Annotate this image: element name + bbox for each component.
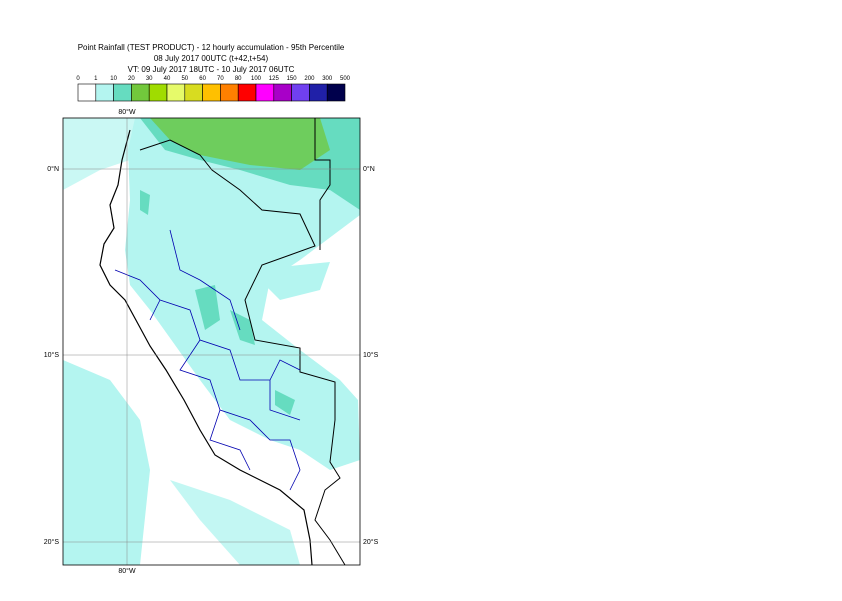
colorbar-label: 30 — [146, 76, 153, 82]
map-area — [63, 118, 360, 565]
colorbar-label: 40 — [164, 76, 171, 82]
region-border — [114, 229, 301, 491]
colorbar-swatch — [255, 83, 275, 102]
colorbar-swatch — [291, 83, 310, 102]
colorbar-swatch — [77, 83, 97, 102]
colorbar-label: 50 — [181, 76, 188, 82]
rain-light — [63, 118, 135, 190]
rain-moderate — [140, 190, 295, 415]
colorbar-label: 60 — [199, 76, 206, 82]
lat-label: 20°S — [363, 538, 379, 546]
colorbar-label: 70 — [217, 76, 224, 82]
colorbar-swatch — [220, 83, 239, 102]
map-frame — [62, 117, 361, 566]
colorbar-swatch — [202, 83, 221, 102]
colorbar: 0 1 10 20 30 40 50 60 70 80 100 125 150 200 300 500 — [76, 76, 351, 102]
lat-label: 10°S — [363, 351, 379, 359]
colorbar-label: 150 — [287, 76, 298, 82]
base-time: 08 July 2017 00UTC (t+42,t+54) — [154, 54, 269, 63]
colorbar-label: 20 — [128, 76, 135, 82]
colorbar-swatch — [273, 83, 292, 102]
title: Point Rainfall (TEST PRODUCT) - 12 hourl… — [78, 43, 345, 52]
colorbar-swatch — [309, 83, 328, 102]
colorbar-swatch — [95, 83, 114, 102]
colorbar-swatch — [326, 83, 346, 102]
lon-label: 80°W — [118, 108, 136, 116]
rain-light — [125, 118, 360, 470]
lat-label: 0°N — [47, 165, 59, 173]
country-border — [314, 118, 331, 250]
colorbar-label: 300 — [322, 76, 333, 82]
colorbar-swatch — [131, 83, 150, 102]
colorbar-swatch — [113, 83, 132, 102]
colorbar-swatch — [148, 83, 168, 102]
colorbar-label: 80 — [235, 76, 242, 82]
rain-heavy — [150, 118, 330, 170]
colorbar-label: 10 — [110, 76, 117, 82]
rain-light — [250, 262, 330, 300]
lat-label: 0°N — [363, 165, 375, 173]
colorbar-swatch — [166, 83, 186, 102]
valid-time: VT: 09 July 2017 18UTC - 10 July 2017 06… — [128, 65, 295, 74]
colorbar-label: 500 — [340, 76, 351, 82]
colorbar-label: 0 — [76, 76, 80, 82]
colorbar-label: 200 — [304, 76, 315, 82]
lon-label: 80°W — [118, 567, 136, 575]
rain-light — [170, 480, 300, 565]
colorbar-label: 125 — [269, 76, 280, 82]
rain-light — [63, 360, 150, 565]
coastline — [99, 129, 313, 565]
country-border — [139, 139, 346, 565]
graticule — [63, 118, 360, 565]
colorbar-swatch — [184, 83, 203, 102]
lat-label: 20°S — [44, 538, 60, 546]
colorbar-label: 1 — [94, 76, 98, 82]
colorbar-swatch — [237, 83, 257, 102]
lat-label: 10°S — [44, 351, 60, 359]
colorbar-label: 100 — [251, 76, 262, 82]
